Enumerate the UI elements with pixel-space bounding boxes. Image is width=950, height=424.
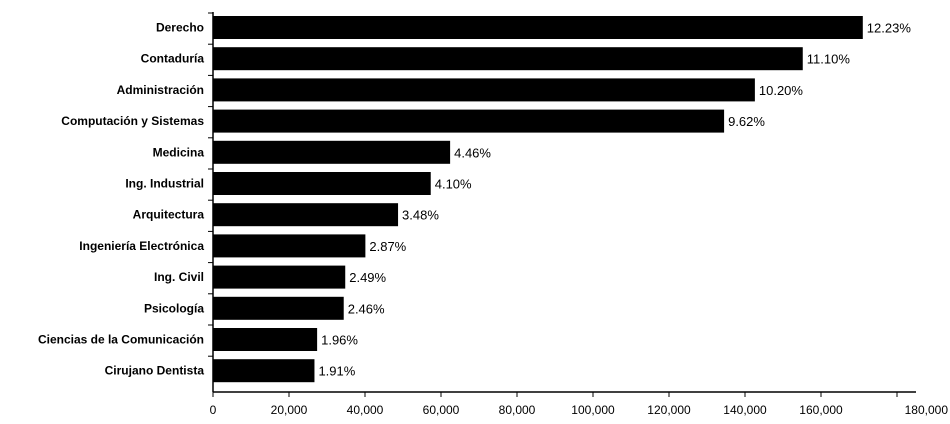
x-tick-label: 140,000 bbox=[723, 403, 767, 417]
data-label: 2.49% bbox=[349, 270, 386, 285]
x-tick-label: 20,000 bbox=[271, 403, 308, 417]
x-tick-label: 80,000 bbox=[499, 403, 536, 417]
data-label: 10.20% bbox=[759, 83, 804, 98]
category-label: Computación y Sistemas bbox=[61, 114, 204, 128]
bar bbox=[213, 140, 451, 164]
bar bbox=[213, 47, 803, 71]
data-label: 4.10% bbox=[435, 177, 472, 192]
category-label: Arquitectura bbox=[133, 208, 205, 222]
category-label: Contaduría bbox=[141, 52, 205, 66]
category-label: Cirujano Dentista bbox=[105, 364, 205, 378]
data-label: 4.46% bbox=[454, 145, 491, 160]
category-label: Medicina bbox=[153, 145, 205, 159]
category-label: Ingeniería Electrónica bbox=[79, 239, 204, 253]
x-tick-label: 60,000 bbox=[423, 403, 460, 417]
data-label: 11.10% bbox=[807, 52, 851, 67]
category-label: Ing. Industrial bbox=[125, 177, 204, 191]
bar bbox=[213, 328, 318, 351]
bar bbox=[213, 172, 431, 195]
bar bbox=[213, 16, 863, 39]
category-labels: Derecho Contaduría Administración Computaci… bbox=[38, 21, 204, 378]
category-label: Administración bbox=[117, 83, 204, 97]
category-label: Psicología bbox=[144, 301, 204, 315]
bar bbox=[213, 109, 725, 133]
data-label: 12.23% bbox=[867, 21, 912, 36]
data-label: 2.46% bbox=[348, 301, 385, 316]
bar bbox=[213, 296, 344, 320]
x-tick-label: 160,000 bbox=[799, 403, 843, 417]
data-label: 1.96% bbox=[321, 333, 358, 348]
bar bbox=[213, 78, 755, 102]
data-label: 2.87% bbox=[369, 239, 406, 254]
data-label: 1.91% bbox=[318, 364, 355, 379]
data-label: 3.48% bbox=[402, 208, 439, 223]
x-tick-label: 100,000 bbox=[571, 403, 615, 417]
category-label: Derecho bbox=[156, 21, 204, 35]
bar bbox=[213, 265, 346, 289]
x-tick-labels: 0 20,000 40,000 60,000 80,000 100,000 120,000 1… bbox=[210, 403, 949, 417]
bar bbox=[213, 203, 399, 227]
x-tick-label: 180,000 bbox=[905, 403, 949, 417]
x-tick-label: 0 bbox=[210, 403, 217, 417]
data-labels: 12.23% 11.10% 10.20% 9.62% 4.46% 4.10% 3.48% 2.… bbox=[318, 21, 911, 379]
category-label: Ciencias de la Comunicación bbox=[38, 333, 204, 347]
x-axis-ticks bbox=[208, 12, 898, 397]
bar bbox=[213, 234, 366, 258]
bar bbox=[213, 359, 315, 383]
data-label: 9.62% bbox=[728, 114, 765, 129]
x-tick-label: 40,000 bbox=[347, 403, 384, 417]
x-tick-label: 120,000 bbox=[647, 403, 691, 417]
bars-group bbox=[213, 16, 863, 383]
category-label: Ing. Civil bbox=[154, 270, 204, 284]
